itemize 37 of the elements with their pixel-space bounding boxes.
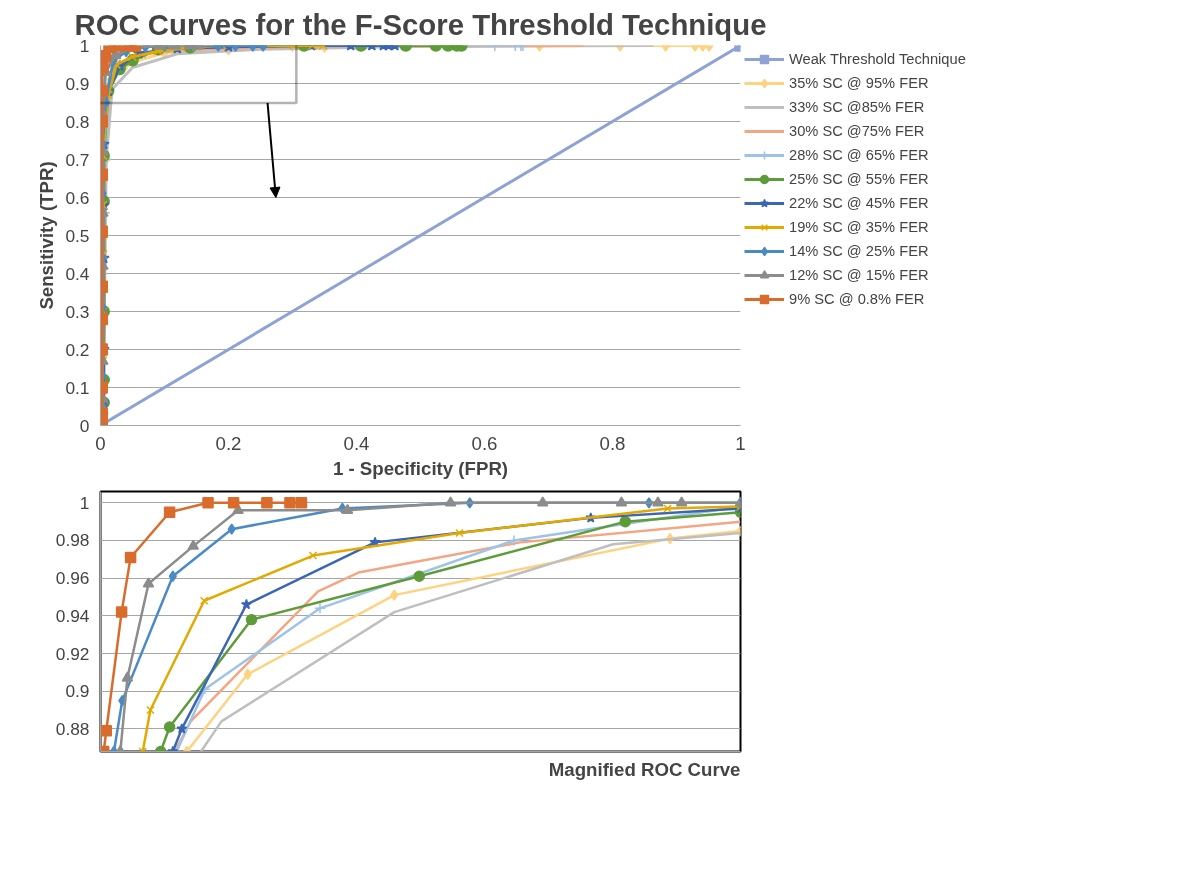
y-tick-label: 0.92: [55, 643, 90, 664]
y-axis-title: Sensitivity (TPR): [36, 161, 58, 310]
y-tick-label: 0.9: [65, 681, 90, 702]
y-tick-label: 0.98: [55, 530, 90, 551]
y-tick-label: 0.7: [65, 149, 90, 170]
x-tick-label: 0.6: [471, 432, 498, 454]
y-tick-label: 0.1: [65, 377, 90, 398]
legend-label: 28% SC @ 65% FER: [789, 146, 929, 165]
y-tick-label: 0.9: [65, 73, 90, 94]
y-tick-label: 0.8: [65, 111, 90, 132]
y-tick-label: 0.4: [65, 263, 90, 284]
legend-label: 33% SC @85% FER: [789, 98, 925, 117]
y-tick-label: 0.94: [55, 605, 90, 626]
y-tick-label: 0.2: [65, 339, 90, 360]
x-axis-title: 1 - Specificity (FPR): [332, 457, 509, 479]
legend-label: 22% SC @ 45% FER: [789, 194, 929, 213]
legend-label: 30% SC @75% FER: [789, 122, 925, 141]
x-tick-label: 0.8: [599, 432, 626, 454]
y-tick-label: 0.96: [55, 568, 90, 589]
legend-label: 14% SC @ 25% FER: [789, 242, 929, 261]
x-tick-label: 0.2: [215, 432, 242, 454]
x-tick-label: 0: [95, 432, 106, 454]
legend-label: 19% SC @ 35% FER: [789, 218, 929, 237]
x-tick-label: 0.4: [343, 432, 370, 454]
y-tick-label: 1: [79, 492, 90, 513]
legend-label: Weak Threshold Technique: [789, 50, 966, 69]
y-tick-label: 0.3: [65, 301, 90, 322]
text: Magnified ROC Curve: [548, 758, 741, 780]
legend-label: 25% SC @ 55% FER: [789, 170, 929, 189]
legend-label: 35% SC @ 95% FER: [789, 74, 929, 93]
y-tick-label: 0.88: [55, 718, 90, 739]
y-tick-label: 0: [79, 415, 90, 436]
legend-label: 9% SC @ 0.8% FER: [789, 290, 925, 309]
x-tick-label: 1: [735, 432, 746, 454]
y-tick-label: 0.6: [65, 187, 90, 208]
legend-label: 12% SC @ 15% FER: [789, 266, 929, 285]
y-tick-label: 0.5: [65, 225, 90, 246]
